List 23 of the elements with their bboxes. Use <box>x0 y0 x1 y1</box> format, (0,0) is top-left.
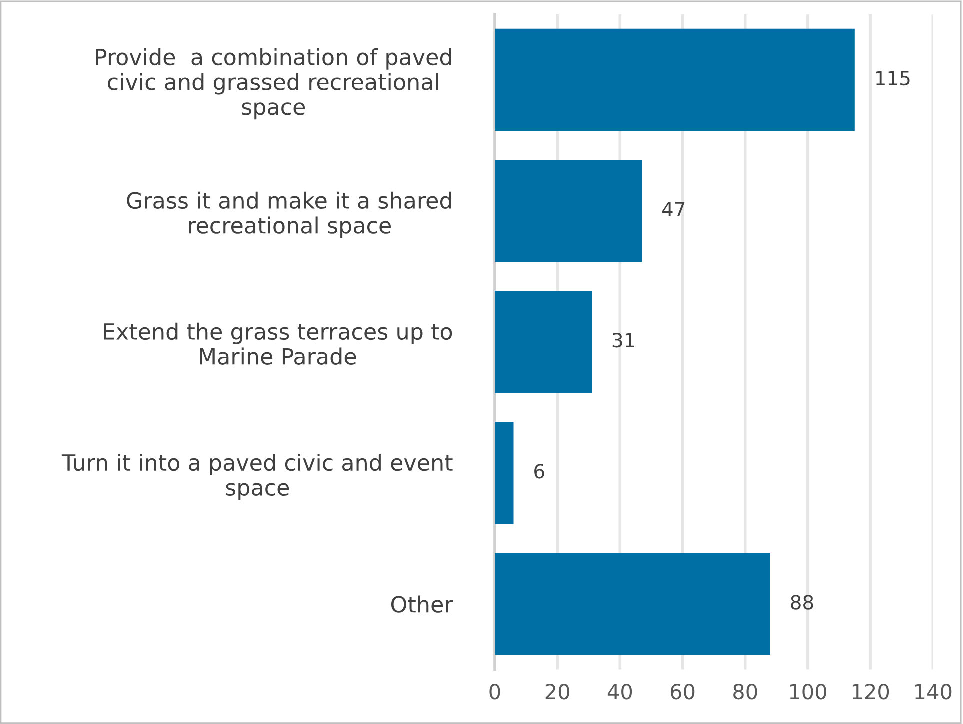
bar <box>494 28 855 132</box>
x-tick-label: 20 <box>546 684 570 700</box>
x-tick-label: 40 <box>608 684 632 700</box>
bar <box>494 160 642 262</box>
data-label: 47 <box>662 202 685 216</box>
bar <box>494 422 514 524</box>
data-label: 88 <box>791 595 814 610</box>
y-tick-label: Provide a combination of paved civic and grassed recreational space <box>96 48 452 120</box>
bar <box>494 290 592 394</box>
x-tick-label: 60 <box>670 684 695 700</box>
x-tick-label: 120 <box>852 684 890 700</box>
data-label: 6 <box>534 464 544 479</box>
data-label: 115 <box>876 71 910 86</box>
x-tick-label: 140 <box>916 684 952 700</box>
y-tick-label: Grass it and make it a shared recreational space <box>127 192 452 238</box>
data-label: 31 <box>612 333 634 348</box>
x-tick-label: 0 <box>490 684 500 700</box>
bar <box>494 553 770 656</box>
y-tick-label: Extend the grass terraces up to Marine Parade <box>104 322 452 365</box>
x-tick-label: 100 <box>790 684 826 700</box>
x-tick-label: 80 <box>734 684 758 700</box>
y-tick-label: Other <box>391 596 454 613</box>
y-tick-label: Turn it into a paved civic and event space <box>62 454 453 500</box>
